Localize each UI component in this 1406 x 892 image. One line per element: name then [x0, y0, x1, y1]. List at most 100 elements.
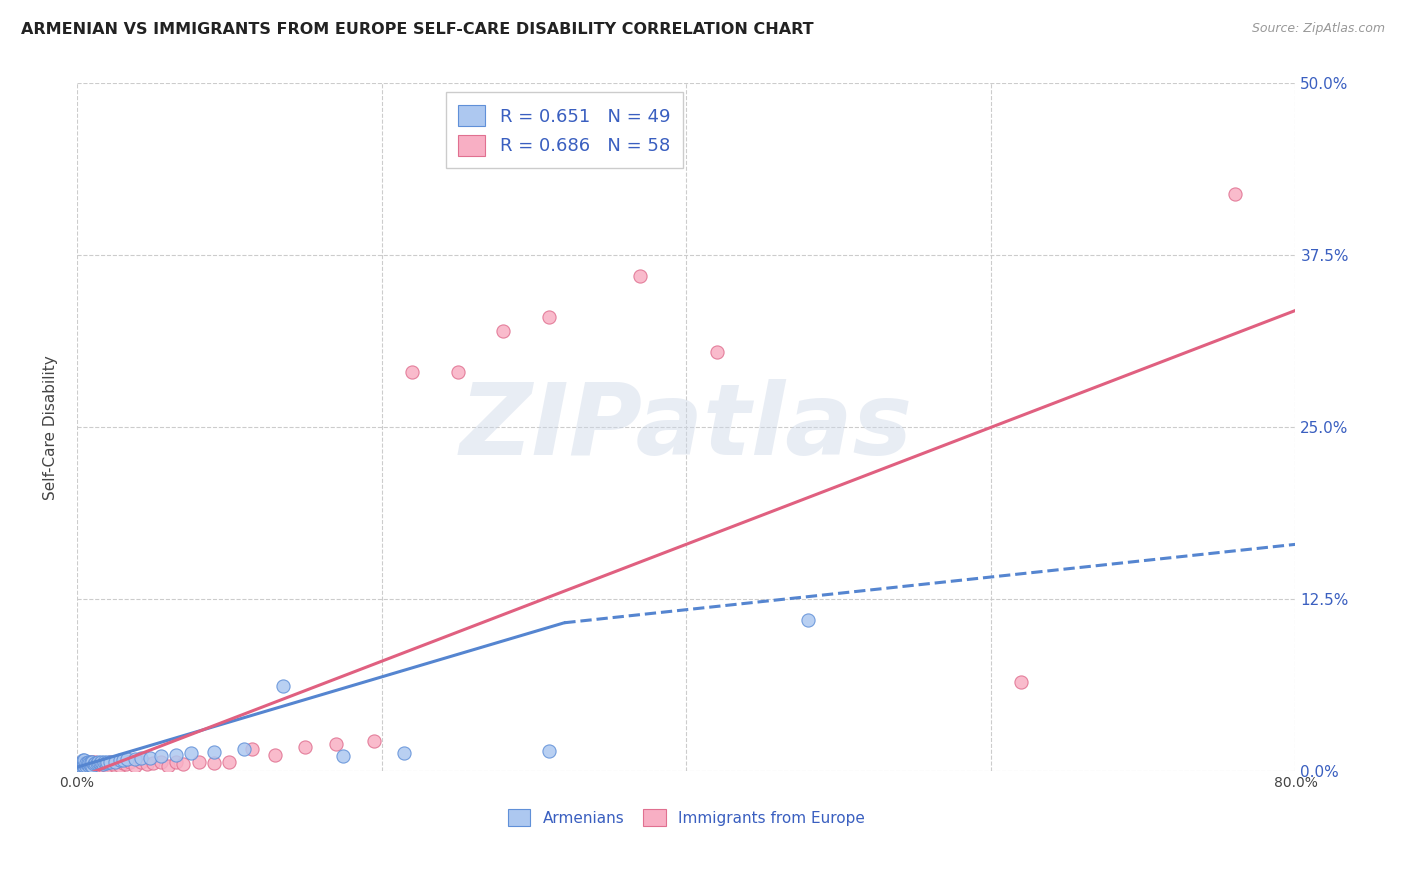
Point [75, 759, 97, 773]
Point [69, 757, 91, 772]
Point [75, 756, 97, 770]
Point [538, 310, 561, 325]
Point [538, 744, 561, 758]
Point [149, 749, 172, 764]
Point [630, 268, 652, 283]
Point [67, 760, 90, 774]
Point [111, 753, 134, 767]
Point [96, 759, 118, 773]
Point [84, 755, 107, 769]
Point [70, 759, 93, 773]
Point [114, 757, 136, 772]
Point [82, 755, 104, 769]
Point [75, 756, 97, 770]
Point [202, 745, 225, 759]
Point [72, 756, 94, 770]
Point [77, 759, 100, 773]
Point [165, 747, 187, 762]
Point [325, 737, 347, 751]
Point [96, 755, 118, 769]
Point [73, 756, 96, 770]
Point [797, 613, 820, 627]
Point [202, 756, 225, 770]
Point [1223, 186, 1246, 201]
Point [104, 755, 127, 769]
Point [76, 759, 98, 773]
Point [136, 757, 159, 772]
Point [173, 757, 195, 772]
Point [1010, 674, 1032, 689]
Point [149, 755, 172, 769]
Point [100, 755, 122, 769]
Point [73, 753, 96, 767]
Point [72, 759, 94, 773]
Point [91, 757, 114, 772]
Point [86, 759, 108, 773]
Point [108, 753, 131, 767]
Point [76, 755, 98, 769]
Point [70, 759, 93, 773]
Point [180, 747, 202, 761]
Point [69, 759, 91, 773]
Point [93, 755, 115, 769]
Point [89, 759, 111, 773]
Point [76, 756, 98, 770]
Point [294, 739, 316, 754]
Point [218, 755, 240, 769]
Point [264, 747, 287, 762]
Point [233, 742, 256, 756]
Point [91, 759, 114, 773]
Point [165, 755, 187, 769]
Point [70, 756, 93, 770]
Point [187, 755, 209, 769]
Point [105, 755, 128, 769]
Text: ZIPatlas: ZIPatlas [460, 379, 912, 476]
Point [90, 756, 112, 770]
Point [332, 749, 354, 764]
Point [79, 757, 101, 772]
Point [363, 734, 385, 748]
Text: ARMENIAN VS IMMIGRANTS FROM EUROPE SELF-CARE DISABILITY CORRELATION CHART: ARMENIAN VS IMMIGRANTS FROM EUROPE SELF-… [21, 22, 814, 37]
Point [103, 757, 125, 772]
Point [142, 756, 165, 770]
Point [492, 324, 515, 338]
Point [79, 759, 101, 773]
Point [73, 756, 96, 770]
Point [67, 760, 90, 774]
Point [70, 757, 93, 772]
Point [100, 755, 122, 769]
Point [271, 679, 294, 693]
Point [394, 747, 416, 761]
Point [87, 755, 110, 769]
Point [90, 755, 112, 769]
Point [75, 759, 97, 773]
Point [401, 365, 423, 379]
Point [89, 756, 111, 770]
Point [77, 756, 100, 770]
Point [706, 344, 728, 359]
Point [139, 750, 162, 764]
Point [124, 759, 146, 773]
Point [77, 759, 100, 773]
Point [72, 756, 94, 770]
Point [77, 755, 100, 769]
Point [69, 756, 91, 770]
Point [111, 756, 134, 770]
Point [129, 755, 152, 769]
Point [72, 753, 94, 767]
Point [240, 742, 263, 756]
Point [83, 757, 105, 772]
Point [120, 755, 142, 769]
Point [129, 750, 152, 764]
Point [69, 759, 91, 773]
Point [73, 759, 96, 773]
Point [447, 365, 470, 379]
Legend: Armenians, Immigrants from Europe: Armenians, Immigrants from Europe [502, 803, 870, 832]
Point [108, 759, 131, 773]
Point [84, 756, 107, 770]
Point [73, 760, 96, 774]
Point [93, 756, 115, 770]
Point [87, 756, 110, 770]
Point [82, 759, 104, 773]
Point [76, 757, 98, 772]
